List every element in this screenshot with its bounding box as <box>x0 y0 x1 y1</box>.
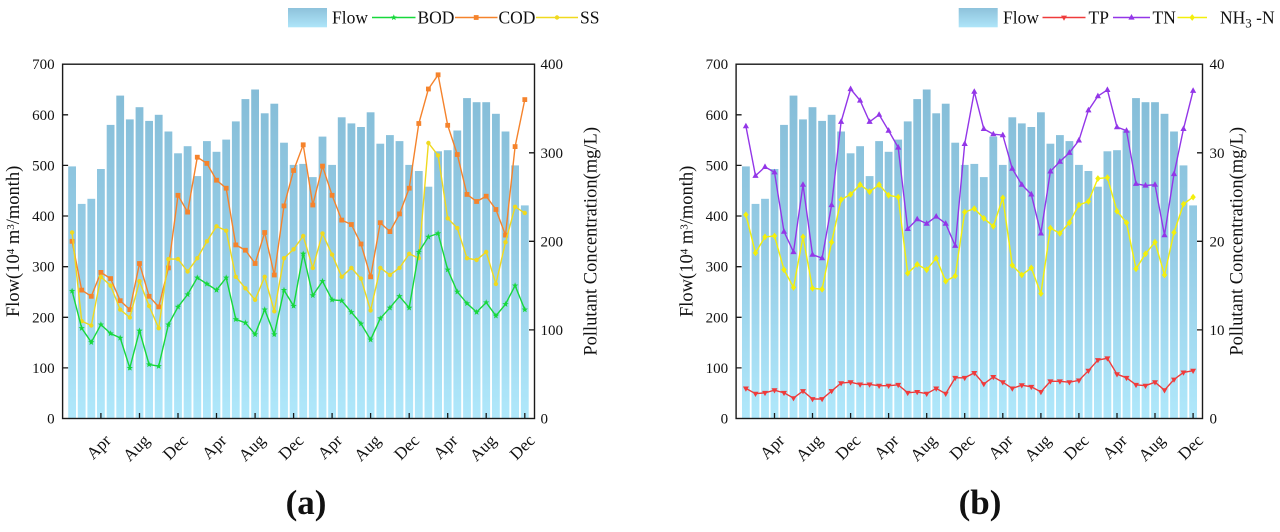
svg-text:NH3 -N: NH3 -N <box>1220 8 1275 31</box>
svg-text:Pollutant Concentration(mg/L): Pollutant Concentration(mg/L) <box>582 127 602 356</box>
svg-text:20: 20 <box>1210 234 1225 250</box>
svg-text:BOD: BOD <box>418 8 455 28</box>
svg-text:200: 200 <box>541 234 564 250</box>
svg-text:700: 700 <box>32 57 55 73</box>
svg-text:COD: COD <box>499 8 536 28</box>
svg-text:400: 400 <box>706 209 729 225</box>
svg-text:TP: TP <box>1089 8 1110 28</box>
svg-text:0: 0 <box>721 412 729 428</box>
svg-text:0: 0 <box>541 412 549 428</box>
svg-text:100: 100 <box>32 361 55 377</box>
svg-text:TN: TN <box>1153 8 1177 28</box>
svg-text:300: 300 <box>32 260 55 276</box>
svg-text:400: 400 <box>541 57 564 73</box>
svg-text:0: 0 <box>1210 412 1218 428</box>
svg-text:(b): (b) <box>959 483 1002 522</box>
svg-text:300: 300 <box>541 146 564 162</box>
svg-text:10: 10 <box>1210 323 1225 339</box>
svg-text:400: 400 <box>32 209 55 225</box>
svg-text:Flow(104 m3/month): Flow(104 m3/month) <box>4 166 24 317</box>
svg-text:600: 600 <box>32 108 55 124</box>
svg-text:200: 200 <box>706 310 729 326</box>
svg-text:500: 500 <box>32 158 55 174</box>
svg-text:0: 0 <box>47 412 55 428</box>
svg-text:Flow(104 m3/month): Flow(104 m3/month) <box>678 166 698 317</box>
svg-text:Flow: Flow <box>332 8 368 28</box>
svg-text:30: 30 <box>1210 146 1225 162</box>
svg-text:700: 700 <box>706 57 729 73</box>
svg-text:Flow: Flow <box>1003 8 1039 28</box>
svg-text:SS: SS <box>580 8 599 28</box>
svg-text:(a): (a) <box>286 483 327 522</box>
svg-text:500: 500 <box>706 158 729 174</box>
svg-text:200: 200 <box>32 310 55 326</box>
svg-text:300: 300 <box>706 260 729 276</box>
svg-text:600: 600 <box>706 108 729 124</box>
svg-text:100: 100 <box>706 361 729 377</box>
svg-text:40: 40 <box>1210 57 1225 73</box>
svg-text:100: 100 <box>541 323 564 339</box>
svg-text:Pollutant Concentration(mg/L): Pollutant Concentration(mg/L) <box>1228 127 1248 356</box>
